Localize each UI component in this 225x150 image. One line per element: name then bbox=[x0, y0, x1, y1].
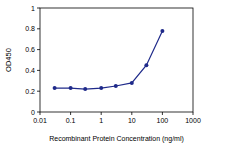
x-tick-label: 10 bbox=[128, 117, 136, 124]
x-tick bbox=[40, 112, 41, 115]
x-tick-label: 0.1 bbox=[66, 117, 76, 124]
data-point bbox=[53, 86, 57, 90]
x-tick bbox=[131, 112, 132, 115]
y-tick-label: 0.8 bbox=[25, 25, 35, 32]
x-tick bbox=[193, 112, 194, 115]
data-point bbox=[114, 84, 118, 88]
series bbox=[53, 29, 165, 91]
y-tick bbox=[37, 49, 40, 50]
data-point bbox=[99, 86, 103, 90]
x-tick-label: 0.01 bbox=[33, 117, 47, 124]
y-tick bbox=[37, 28, 40, 29]
plot-frame bbox=[40, 8, 193, 112]
x-tick bbox=[162, 112, 163, 115]
data-point bbox=[130, 81, 134, 85]
y-tick-label: 0.2 bbox=[25, 88, 35, 95]
y-tick-label: 0 bbox=[31, 109, 35, 116]
y-tick bbox=[37, 91, 40, 92]
y-tick-label: 1 bbox=[31, 5, 35, 12]
data-point bbox=[83, 87, 87, 91]
x-tick-label: 1 bbox=[99, 117, 103, 124]
x-tick bbox=[101, 112, 102, 115]
y-tick-label: 0.4 bbox=[25, 67, 35, 74]
x-tick-label: 1000 bbox=[185, 117, 201, 124]
data-point bbox=[144, 63, 148, 67]
data-point bbox=[69, 86, 73, 90]
y-tick bbox=[37, 8, 40, 9]
chart: 0 0.2 0.4 0.6 0.8 1 0.01 0.1 1 10 100 1000 Recombina… bbox=[0, 0, 225, 150]
y-axis-title: OD450 bbox=[4, 48, 13, 72]
y-tick bbox=[37, 70, 40, 71]
x-tick bbox=[70, 112, 71, 115]
x-tick-label: 100 bbox=[157, 117, 169, 124]
series-line bbox=[55, 31, 163, 89]
data-point bbox=[160, 29, 164, 33]
y-tick-label: 0.6 bbox=[25, 46, 35, 53]
x-axis-title: Recombinant Protein Concentration (ng/ml… bbox=[49, 135, 184, 143]
y-tick bbox=[37, 112, 40, 113]
